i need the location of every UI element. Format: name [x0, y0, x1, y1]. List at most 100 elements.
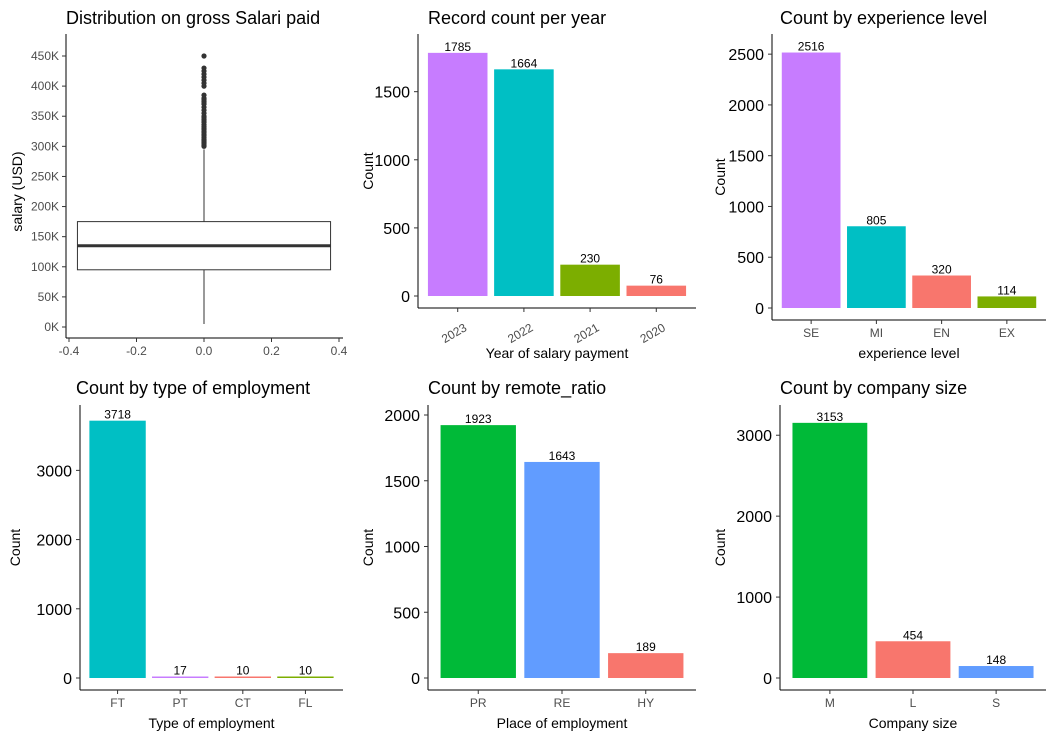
- data-label: 805: [866, 213, 886, 227]
- x-tick-label: 0.4: [331, 344, 348, 358]
- y-tick-label: 500: [737, 250, 764, 267]
- outlier-point: [201, 92, 207, 98]
- chart-title: Count by company size: [780, 378, 967, 398]
- chart-panel: Count by experience level 0 500 1000 1500 200…: [712, 8, 1046, 361]
- y-tick-label: 3000: [36, 463, 72, 480]
- x-tick-label: 0.0: [196, 344, 213, 358]
- y-tick-label: 1000: [374, 153, 410, 170]
- x-tick-label: PT: [173, 696, 189, 710]
- bar-2021: [560, 264, 620, 296]
- bar-re: [524, 461, 600, 678]
- y-tick-label: 2000: [736, 509, 772, 526]
- x-tick-label: 2021: [571, 320, 601, 346]
- x-tick-label: RE: [554, 696, 571, 710]
- y-tick-label: 200K: [31, 200, 59, 214]
- outlier-point: [201, 53, 207, 59]
- x-tick-label: -0.4: [59, 344, 80, 358]
- y-tick-label: 1000: [36, 602, 72, 619]
- x-tick-label: HY: [637, 696, 654, 710]
- y-tick-label: 2000: [728, 98, 764, 115]
- data-label: 17: [174, 664, 188, 678]
- bar-se: [781, 52, 841, 308]
- data-label: 1923: [465, 412, 492, 426]
- bar-pr: [440, 425, 516, 678]
- x-tick-label: L: [910, 696, 917, 710]
- y-axis-title: salary (USD): [9, 151, 25, 231]
- y-tick-label: 1500: [374, 85, 410, 102]
- bar-l: [875, 641, 951, 678]
- y-tick-label: 250K: [31, 169, 59, 183]
- y-tick-label: 0K: [44, 320, 59, 334]
- y-tick-label: 500: [383, 221, 410, 238]
- x-tick-label: M: [825, 696, 835, 710]
- chart-title: Count by experience level: [780, 8, 987, 28]
- data-label: 230: [580, 252, 600, 266]
- y-tick-label: 1500: [384, 474, 420, 491]
- data-label: 10: [299, 664, 313, 678]
- chart-panel: Distribution on gross Salari paid 0K 50K 10…: [9, 8, 348, 358]
- y-tick-label: 2000: [384, 408, 420, 425]
- bar-ct: [214, 676, 271, 678]
- outlier-point: [201, 65, 207, 71]
- x-tick-label: FL: [298, 696, 312, 710]
- y-tick-label: 400K: [31, 79, 59, 93]
- x-tick-label: EX: [999, 326, 1015, 340]
- bar-mi: [847, 226, 906, 308]
- y-axis-title: Count: [360, 529, 376, 566]
- bar-ex: [977, 296, 1037, 308]
- y-axis-title: Count: [7, 529, 23, 566]
- y-tick-label: 2000: [36, 533, 72, 550]
- x-tick-label: 0.2: [263, 344, 280, 358]
- data-label: 114: [997, 283, 1016, 297]
- chart-title: Record count per year: [428, 8, 606, 28]
- bar-hy: [608, 653, 684, 678]
- data-label: 454: [903, 628, 923, 642]
- y-tick-label: 3000: [736, 428, 772, 445]
- bar-en: [912, 275, 971, 308]
- y-axis-title: Count: [712, 529, 728, 566]
- chart-title: Distribution on gross Salari paid: [66, 8, 320, 28]
- y-axis-title: Count: [712, 158, 728, 195]
- x-axis-title: experience level: [858, 345, 959, 361]
- y-tick-label: 500: [393, 605, 420, 622]
- chart-panel: Count by company size 0 1000 2000 3000 3153 M 4…: [712, 378, 1046, 731]
- bar-2020: [626, 285, 687, 296]
- y-tick-label: 100K: [31, 260, 59, 274]
- y-tick-label: 0: [755, 301, 764, 318]
- x-tick-label: PR: [470, 696, 487, 710]
- bar-pt: [152, 676, 209, 678]
- data-label: 3718: [104, 408, 131, 422]
- x-axis-title: Year of salary payment: [486, 345, 629, 361]
- chart-panel: Record count per year 0 500 1000 1500 1785 202…: [360, 8, 696, 361]
- x-tick-label: S: [992, 696, 1000, 710]
- x-tick-label: MI: [870, 326, 883, 340]
- x-tick-label: 2020: [638, 320, 668, 346]
- data-label: 10: [236, 664, 250, 678]
- x-tick-label: SE: [803, 326, 819, 340]
- x-tick-label: CT: [235, 696, 252, 710]
- data-label: 3153: [817, 410, 844, 424]
- x-tick-label: FT: [110, 696, 125, 710]
- bar-fl: [277, 676, 334, 678]
- x-axis-title: Company size: [869, 715, 958, 731]
- y-tick-label: 2500: [728, 47, 764, 64]
- chart-panel: Count by remote_ratio 0 500 1000 1500 2000 192…: [360, 378, 696, 731]
- data-label: 2516: [798, 40, 825, 54]
- y-tick-label: 300K: [31, 139, 59, 153]
- bar-ft: [89, 420, 146, 678]
- y-tick-label: 50K: [38, 290, 59, 304]
- bar-m: [792, 422, 868, 678]
- y-tick-label: 1000: [736, 590, 772, 607]
- chart-panel: Count by type of employment 0 1000 2000 3000…: [7, 378, 343, 731]
- y-tick-label: 0: [411, 671, 420, 688]
- data-label: 148: [986, 653, 1006, 667]
- x-tick-label: 2023: [439, 320, 469, 346]
- bar-2023: [427, 52, 488, 297]
- data-label: 1664: [511, 56, 538, 70]
- y-tick-label: 1500: [728, 149, 764, 166]
- y-tick-label: 350K: [31, 109, 59, 123]
- bar-s: [958, 666, 1034, 678]
- y-tick-label: 0: [401, 289, 410, 306]
- y-tick-label: 0: [763, 671, 772, 688]
